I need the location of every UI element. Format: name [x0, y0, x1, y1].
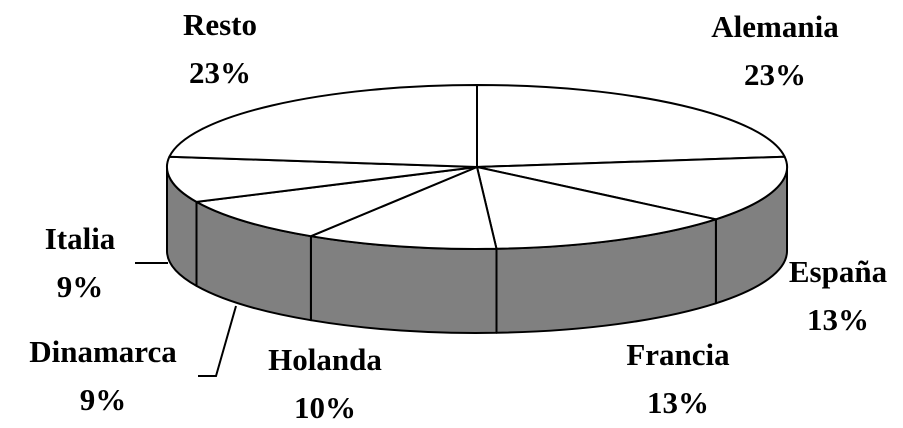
slice-label: España	[789, 254, 888, 289]
slice-value-label: 9%	[57, 269, 104, 304]
slice	[195, 166, 478, 238]
slice	[476, 166, 717, 250]
slice-label: Dinamarca	[29, 334, 177, 369]
slice	[309, 166, 498, 250]
slice-value-label: 23%	[189, 55, 251, 90]
slice-label: Alemania	[711, 9, 839, 44]
slice	[476, 84, 786, 168]
slice-value-label: 13%	[807, 302, 869, 337]
slice-label: Italia	[45, 221, 116, 256]
pie	[166, 84, 789, 334]
slice-value-label: 23%	[744, 57, 806, 92]
slice-label: Resto	[183, 7, 257, 42]
slice	[476, 155, 789, 221]
slice	[166, 155, 478, 203]
slice-side	[309, 235, 498, 334]
slice-value-label: 10%	[294, 390, 356, 425]
slice-label: Francia	[626, 337, 730, 372]
slice-value-label: 9%	[80, 382, 127, 417]
leader-line	[198, 305, 237, 377]
slice-label: Holanda	[268, 342, 382, 377]
slice-value-label: 13%	[647, 385, 709, 420]
slice	[168, 84, 478, 168]
